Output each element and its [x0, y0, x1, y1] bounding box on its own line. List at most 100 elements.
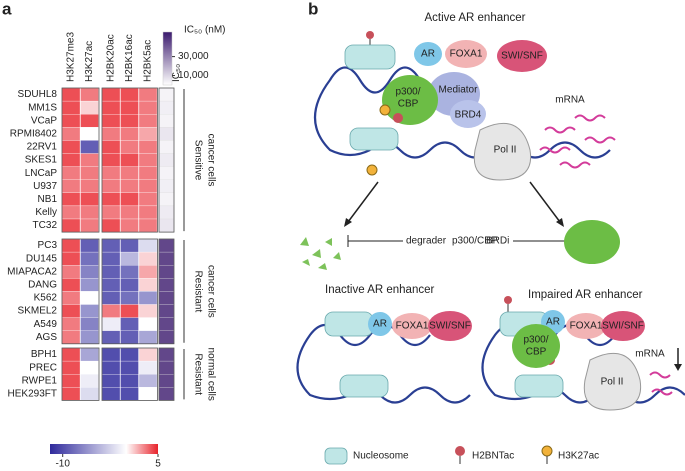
heat-cell — [61, 330, 81, 344]
heat-cell — [80, 374, 99, 388]
ic50-cell — [158, 153, 175, 167]
heat-cell — [138, 317, 158, 331]
group-label: cancer cells — [205, 265, 216, 318]
heat-cell — [80, 140, 99, 154]
group-frame — [61, 347, 100, 401]
diagram-title: Active AR enhancer — [424, 12, 525, 24]
heat-cell — [120, 218, 139, 233]
heat-cell — [120, 317, 139, 331]
ic50-cell — [158, 87, 175, 102]
group-frame — [158, 238, 175, 345]
heat-cell — [61, 205, 81, 220]
ic50-tick-label: 10,000 — [178, 70, 209, 81]
diagram-title: Impaired AR enhancer — [528, 289, 643, 301]
heat-cell — [61, 278, 81, 292]
factor-label: SWI/SNF — [602, 321, 644, 332]
row-label: SKMEL2 — [18, 306, 58, 317]
heat-cell — [61, 360, 81, 375]
heat-cell — [120, 347, 139, 362]
factor-label: CBP — [398, 99, 419, 110]
legend-label: Nucleosome — [353, 451, 409, 462]
row-label: MM1S — [28, 102, 57, 113]
heat-cell — [80, 251, 99, 266]
heat-cell — [138, 100, 158, 115]
ic50-cell — [158, 127, 175, 141]
heat-cell — [80, 304, 99, 318]
group-frame — [101, 238, 158, 345]
row-label: TC32 — [33, 220, 58, 231]
heat-cell — [101, 317, 121, 331]
heat-cell — [101, 330, 121, 344]
factor-label: SWI/SNF — [501, 51, 543, 62]
diagram-title: Inactive AR enhancer — [325, 284, 434, 296]
row-label: HEK293FT — [8, 388, 57, 399]
heat-cell — [138, 192, 158, 207]
heat-cell — [138, 87, 158, 102]
heat-cell — [138, 251, 158, 266]
legend-label: H2BNTac — [472, 451, 514, 462]
group-label: Resistant — [192, 271, 203, 313]
heat-cell — [80, 153, 99, 167]
factor-label: Pol II — [494, 145, 517, 156]
heat-cell — [120, 360, 139, 375]
factor-label: AR — [546, 317, 560, 328]
row-label: Kelly — [35, 207, 57, 218]
heat-cell — [138, 291, 158, 305]
heat-cell — [101, 100, 121, 115]
row-label: DANG — [28, 279, 57, 290]
heat-cell — [80, 127, 99, 141]
heat-cell — [101, 205, 121, 220]
heat-cell — [138, 278, 158, 292]
heat-cell — [120, 87, 139, 102]
inactive-diagram: Inactive AR enhancer AR FOXA1 SWI/SNF — [296, 284, 472, 404]
factor-label: Mediator — [439, 85, 479, 96]
panel-letter: a — [2, 0, 12, 18]
ic50-cell — [158, 265, 175, 279]
heat-cell — [138, 360, 158, 375]
heat-cell — [120, 127, 139, 141]
group-frame — [101, 347, 158, 401]
factor-label: p300/ — [395, 87, 420, 98]
ic50-cell — [158, 205, 175, 220]
heat-cell — [138, 330, 158, 344]
inhibition: degrader p300/CBP BRDi — [300, 181, 620, 270]
column-label: H2BK5ac — [143, 40, 154, 82]
heat-cell — [120, 100, 139, 115]
ic50-cell — [158, 218, 175, 233]
heat-cell — [80, 100, 99, 115]
factor-label: FOXA1 — [396, 321, 429, 332]
row-label: PC3 — [38, 240, 58, 251]
heat-cell — [61, 179, 81, 193]
heat-cell — [80, 179, 99, 193]
ic50-colorbar-title: IC₅₀ (nM) — [184, 25, 226, 36]
heat-cell — [80, 114, 99, 128]
heat-cell — [120, 205, 139, 220]
heat-cell — [80, 387, 99, 401]
heat-cell — [61, 166, 81, 180]
heat-cell — [101, 87, 121, 102]
heat-cell — [80, 87, 99, 102]
row-label: AGS — [36, 332, 57, 343]
heat-cell — [120, 179, 139, 193]
ic50-cell — [158, 387, 175, 401]
heat-cell — [138, 374, 158, 388]
row-label: SDUHL8 — [18, 89, 58, 100]
heat-cell — [138, 153, 158, 167]
heat-cell — [80, 347, 99, 362]
legend: Nucleosome H2BNTac H3K27ac — [324, 445, 599, 465]
group-frame — [101, 87, 158, 233]
heat-cell — [120, 278, 139, 292]
heat-cell — [80, 166, 99, 180]
heat-cell — [138, 140, 158, 154]
heat-cell — [120, 265, 139, 279]
heat-cell — [61, 347, 81, 362]
group-label: cancer cells — [205, 134, 216, 187]
heat-cell — [80, 317, 99, 331]
heat-cell — [80, 238, 99, 253]
heat-cell — [101, 166, 121, 180]
heat-cell — [120, 387, 139, 401]
heat-cell — [101, 291, 121, 305]
heat-cell — [61, 153, 81, 167]
ic50-cell — [158, 330, 175, 344]
heat-cell — [61, 238, 81, 253]
